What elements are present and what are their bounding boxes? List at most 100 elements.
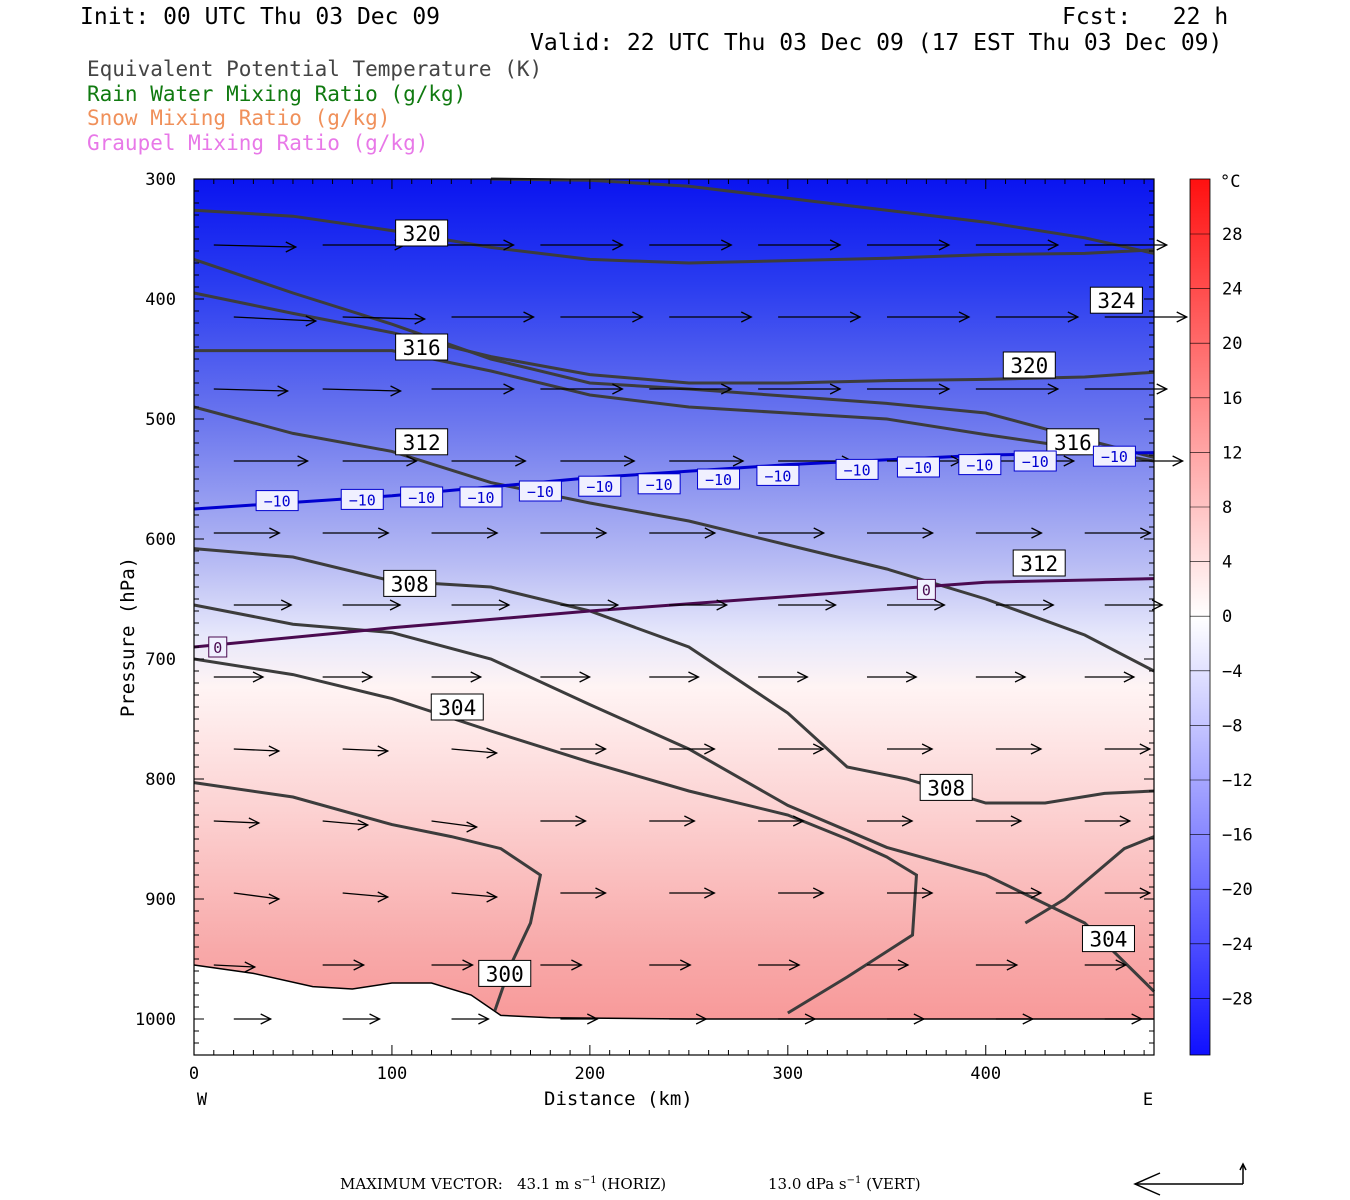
wind-vector-head [277, 385, 290, 397]
theta-e-contour-10 [1024, 835, 1155, 925]
theta-e-label-box [430, 693, 484, 721]
wind-vector-head [1123, 671, 1136, 683]
y-tick-label: 700 [145, 650, 176, 670]
wind-vector-head [1151, 599, 1164, 611]
theta-e-contour-label: 324 [1097, 289, 1135, 313]
y-tick-label: 400 [145, 290, 176, 310]
theta-e-contour-label: 312 [403, 431, 441, 455]
wind-vector-head [587, 1013, 599, 1025]
isotherm-label-box [518, 480, 562, 502]
isotherm-1 [193, 577, 1155, 649]
below-ground-mask [194, 965, 1154, 1055]
y-tick-label: 500 [145, 410, 176, 430]
wind-vector-head [1031, 527, 1043, 539]
wind-vector-head [1063, 455, 1076, 467]
y-tick-label: 1000 [135, 1010, 176, 1030]
wind-vector-head [503, 383, 515, 395]
wind-vector-head [414, 313, 427, 325]
theta-e-contour-label: 316 [1054, 431, 1092, 455]
wind-vector-head [623, 455, 636, 467]
wind-vector-head [1047, 239, 1060, 251]
theta-e-contour-label: 304 [438, 696, 476, 720]
isotherm-label-box [896, 456, 940, 478]
wind-vector-head [297, 455, 310, 467]
x-tick-label: 0 [189, 1064, 199, 1084]
wind-vector-head [1131, 1013, 1144, 1025]
wind-vector-head [825, 599, 837, 611]
wind-vector-head [1140, 527, 1152, 539]
isotherm-contour-label: 0 [213, 639, 222, 657]
isotherm-contour-label: −10 [1022, 453, 1049, 471]
wind-vector-head [377, 891, 390, 903]
wind-vector-head [1176, 311, 1189, 323]
isotherm-contour-label: −10 [264, 493, 291, 511]
wind-vector-head [720, 383, 733, 395]
wind-vector-head [361, 671, 374, 683]
wind-vector-head [849, 311, 862, 323]
isotherm-label-box [958, 454, 1002, 476]
wind-vector-head [1014, 671, 1027, 683]
reference-vector-icon [1133, 1162, 1247, 1196]
wind-vector-head [938, 239, 951, 251]
theta-e-contour-9 [193, 781, 543, 1012]
variable-theta-e-label: Equivalent Potential Temperature (K) [87, 57, 543, 81]
wind-vector-head [1067, 311, 1080, 323]
wind-vector-head [1022, 1013, 1035, 1025]
wind-vector-head [248, 817, 261, 829]
wind-vector-head [595, 743, 607, 755]
wind-vector-head [813, 527, 826, 539]
isotherm-label-box [340, 488, 384, 510]
isotherm-label-box [255, 490, 299, 512]
wind-vector-head [377, 745, 390, 757]
wind-vector [213, 388, 288, 392]
isotherm-contour-label: −10 [905, 459, 932, 477]
wind-vector-head [575, 815, 587, 827]
theta-e-label-box [395, 219, 449, 247]
wind-vector-head [486, 891, 499, 903]
plot-frame [193, 178, 1155, 1056]
wind-vector-head [515, 455, 527, 467]
wind-vector-head [812, 743, 825, 755]
wind-vector-head [269, 527, 281, 539]
init-time-label: Init: 00 UTC Thu 03 Dec 09 [80, 4, 441, 30]
theta-e-contour-label: 320 [403, 222, 441, 246]
isotherm-label-box [637, 473, 681, 495]
isotherm-label-box [459, 486, 503, 508]
wind-vector-head [829, 239, 842, 251]
wind-vector [451, 892, 497, 898]
wind-vector [233, 748, 279, 752]
theta-e-contour-label: 304 [1090, 928, 1128, 952]
wind-vector-head [571, 959, 583, 971]
theta-e-label-box [1089, 286, 1143, 314]
wind-vector-head [829, 383, 842, 395]
theta-e-contour-label: 312 [1020, 552, 1058, 576]
wind-vector-head [595, 887, 607, 899]
wind-vector-head [797, 671, 809, 683]
wind-vector-head [921, 743, 934, 755]
theta-e-contour-label: 300 [486, 962, 524, 986]
wind-vector [342, 316, 425, 320]
wind-vector-head [1030, 887, 1043, 899]
wind-vector-head [466, 821, 479, 833]
wind-vector-head [268, 893, 281, 905]
wind-vector-head [740, 311, 753, 323]
theta-e-contour-4 [194, 349, 1155, 463]
variable-snow-label: Snow Mixing Ratio (g/kg) [87, 106, 391, 130]
wind-vector-head [498, 599, 511, 611]
wind-vector-head [792, 815, 805, 827]
colorbar-tick-label: 28 [1222, 225, 1242, 245]
isotherm-label-box [916, 578, 936, 600]
wind-vector-head [595, 527, 608, 539]
wind-vector [322, 820, 368, 826]
colorbar-tick-label: −20 [1222, 880, 1253, 900]
x-tick-label: 400 [970, 1064, 1001, 1084]
wind-vector-head [812, 887, 825, 899]
isotherm-contour-label: −10 [764, 467, 791, 485]
wind-vector [213, 964, 255, 968]
wind-vector-head [252, 671, 265, 683]
wind-vector-head [612, 239, 624, 251]
theta-e-label-box [919, 773, 973, 801]
colorbar-tick-label: −16 [1222, 826, 1253, 846]
isotherm-contour-label: −10 [467, 489, 494, 507]
